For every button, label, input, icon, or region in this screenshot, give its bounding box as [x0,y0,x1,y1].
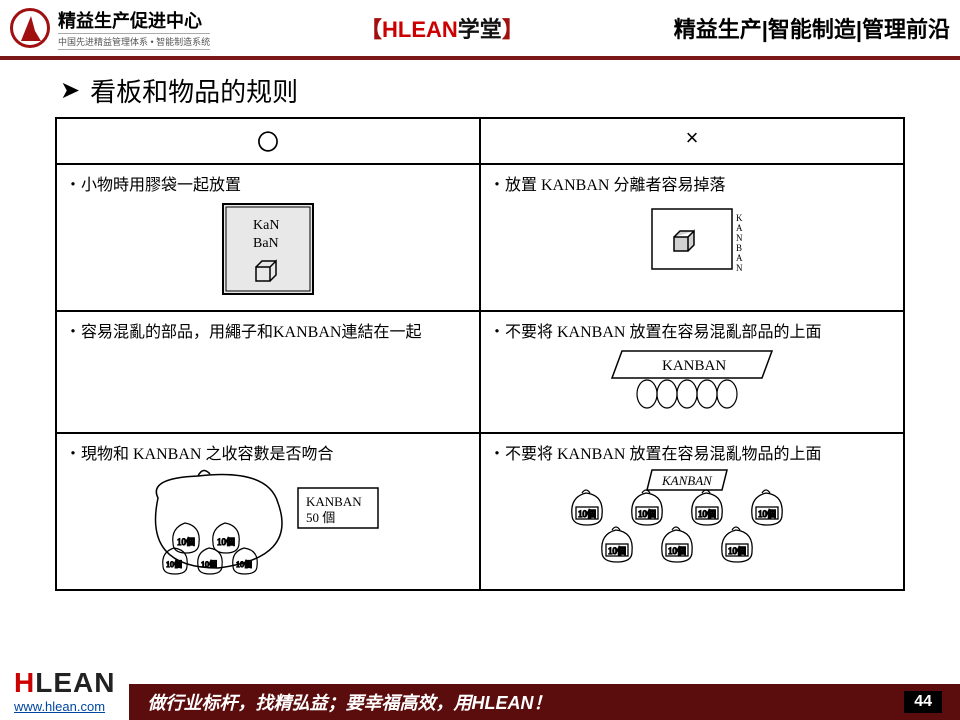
svg-text:N: N [736,263,743,273]
illustration: 10個 10個 10個 10個 10個 KANBAN 50 個 [65,468,471,583]
svg-text:10個: 10個 [217,536,235,547]
svg-text:A: A [736,223,743,233]
side-label: K [736,213,743,223]
svg-text:10個: 10個 [608,545,626,556]
page-number: 44 [904,691,942,713]
svg-text:10個: 10個 [668,545,686,556]
svg-text:50 個: 50 個 [306,510,335,525]
cell-good: ・容易混亂的部品，用繩子和KANBAN連結在一起 [57,312,481,432]
footer-logo: HLEAN [14,667,115,699]
col-good-header: 〇 [57,119,481,165]
svg-text:B: B [736,243,742,253]
center-red: HLEAN [382,17,458,42]
cell-text: ・小物時用膠袋一起放置 [65,171,471,195]
header: 精益生产促进中心 中国先进精益管理体系 • 智能制造系统 【HLEAN学堂】 精… [0,0,960,60]
logo-title: 精益生产促进中心 [58,7,210,33]
svg-text:10個: 10個 [728,545,746,556]
logo-block: 精益生产促进中心 中国先进精益管理体系 • 智能制造系统 [10,7,210,50]
rules-grid: 〇 × ・小物時用膠袋一起放置 KaN BaN ・放置 KANBAN 分離者容易… [55,117,905,591]
svg-text:10個: 10個 [166,559,182,569]
cell-text: ・容易混亂的部品，用繩子和KANBAN連結在一起 [65,318,471,342]
logo-icon [10,8,50,48]
illustration: K A N B A N [489,199,895,294]
svg-text:10個: 10個 [638,508,656,519]
header-right: 精益生产|智能制造|管理前沿 [674,12,950,44]
svg-text:10個: 10個 [578,508,596,519]
illustration: KANBAN 10個 10個 10個 10個 10個 10個 10個 [489,468,895,573]
svg-text:10個: 10個 [177,536,195,547]
kanban-label2: BaN [253,236,279,251]
grid-row: ・現物和 KANBAN 之收容數是否吻合 10個 10個 10個 10個 10個… [57,434,903,589]
footer: HLEAN www.hlean.com 做行业标杆，找精弘益；要幸福高效，用HL… [0,668,960,720]
kanban-label: KANBAN [662,358,726,374]
bracket-right: 】 [502,17,524,42]
col-bad-header: × [481,119,903,165]
center-black: 学堂 [458,17,502,42]
footer-left: HLEAN www.hlean.com [0,667,129,720]
kanban-label1: KaN [253,218,279,233]
cell-good: ・小物時用膠袋一起放置 KaN BaN [57,165,481,310]
illustration: KaN BaN [65,199,471,304]
svg-text:A: A [736,253,743,263]
cell-good: ・現物和 KANBAN 之收容數是否吻合 10個 10個 10個 10個 10個… [57,434,481,589]
cell-text: ・放置 KANBAN 分離者容易掉落 [489,171,895,195]
header-center: 【HLEAN学堂】 [210,12,674,44]
bracket-left: 【 [360,17,382,42]
cell-bad: ・不要将 KANBAN 放置在容易混亂物品的上面 KANBAN 10個 10個 … [481,434,903,589]
cell-text: ・不要将 KANBAN 放置在容易混亂物品的上面 [489,440,895,464]
grid-row: ・小物時用膠袋一起放置 KaN BaN ・放置 KANBAN 分離者容易掉落 [57,165,903,312]
footer-slogan: 做行业标杆，找精弘益；要幸福高效，用HLEAN！ [147,689,551,715]
logo-subtitle: 中国先进精益管理体系 • 智能制造系统 [58,33,210,50]
cell-bad: ・不要将 KANBAN 放置在容易混亂部品的上面 KANBAN [481,312,903,432]
illustration: KANBAN [489,346,895,421]
logo-rest: LEAN [35,667,115,698]
svg-text:10個: 10個 [698,508,716,519]
cell-text: ・現物和 KANBAN 之收容數是否吻合 [65,440,471,464]
svg-text:N: N [736,233,743,243]
svg-text:KANBAN: KANBAN [661,473,713,488]
svg-text:10個: 10個 [758,508,776,519]
logo-h: H [14,667,35,698]
cell-bad: ・放置 KANBAN 分離者容易掉落 K A N B A N [481,165,903,310]
footer-bar: 做行业标杆，找精弘益；要幸福高效，用HLEAN！ 44 [129,684,960,720]
svg-text:KANBAN: KANBAN [306,494,362,509]
slide-title: ➤ 看板和物品的规则 [0,60,960,117]
bullet-icon: ➤ [60,76,80,105]
svg-text:10個: 10個 [236,559,252,569]
grid-header: 〇 × [57,119,903,165]
svg-text:10個: 10個 [201,559,217,569]
footer-url[interactable]: www.hlean.com [14,699,115,714]
title-text: 看板和物品的规则 [90,72,298,109]
cell-text: ・不要将 KANBAN 放置在容易混亂部品的上面 [489,318,895,342]
grid-row: ・容易混亂的部品，用繩子和KANBAN連結在一起 ・不要将 KANBAN 放置在… [57,312,903,434]
